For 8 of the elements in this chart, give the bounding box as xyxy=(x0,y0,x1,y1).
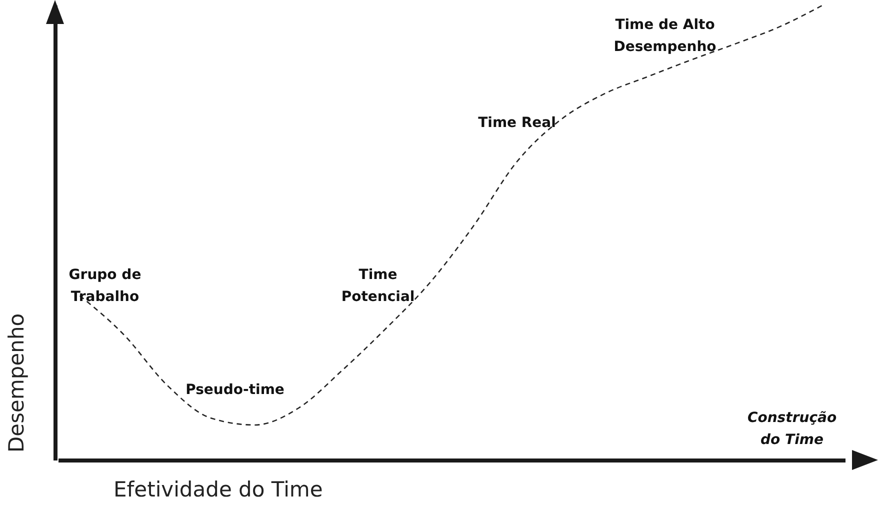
annotation: Time de Alto Desempenho xyxy=(614,17,717,55)
annotation: Time Potencial xyxy=(341,267,415,305)
annotation: Pseudo-time xyxy=(186,382,284,398)
annotation: Grupo de Trabalho xyxy=(68,267,142,305)
annotation: Construção do Time xyxy=(747,410,837,448)
x-axis-title: Efetividade do Time xyxy=(114,478,323,502)
annotation: Time Real xyxy=(478,115,556,131)
y-axis-title: Desempenho xyxy=(4,313,28,452)
